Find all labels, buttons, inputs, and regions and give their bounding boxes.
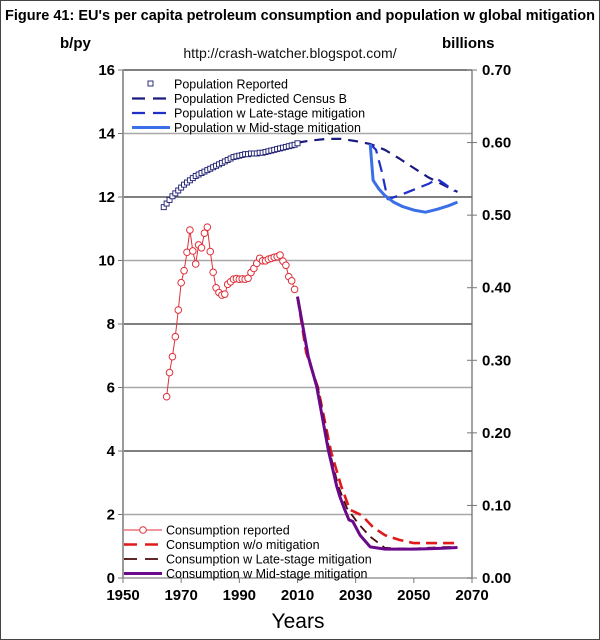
y-tick-label: 8 <box>107 316 115 333</box>
y2-tick-label: 0.30 <box>482 352 511 369</box>
series-line <box>368 143 459 214</box>
data-point <box>168 352 177 361</box>
y-axis-left-label: b/py <box>60 35 91 52</box>
legend-item: Population w Late-stage mitigation <box>132 107 365 121</box>
data-point <box>191 260 200 268</box>
legend-item: Population Predicted Census B <box>132 92 347 106</box>
series-consumption-w-mid-stage-mitigation <box>296 296 458 551</box>
legend-label: Population Predicted Census B <box>174 92 347 106</box>
data-point <box>276 251 284 259</box>
x-tick-label: 2050 <box>397 587 430 604</box>
y2-tick-label: 0.40 <box>482 280 511 297</box>
legend-marker-icon <box>147 80 154 87</box>
legend-item: Population Reported <box>147 78 288 92</box>
chart-title: Figure 41: EU's per capita petroleum con… <box>5 8 595 24</box>
data-point <box>209 268 217 277</box>
y2-tick-label: 0.70 <box>482 62 511 79</box>
y-tick-label: 4 <box>107 443 116 460</box>
data-point <box>180 266 188 275</box>
data-point <box>206 247 215 256</box>
series-line <box>296 296 458 550</box>
x-tick-label: 2070 <box>455 587 488 604</box>
data-point <box>165 368 174 377</box>
y-tick-label: 14 <box>98 126 115 143</box>
series-consumption-w-late-stage-mitigation <box>296 296 458 550</box>
y2-tick-label: 0.60 <box>482 135 511 152</box>
legend-label: Consumption reported <box>166 524 290 538</box>
x-tick-label: 2010 <box>281 587 314 604</box>
y-tick-label: 6 <box>107 380 115 397</box>
data-point <box>177 278 185 287</box>
legend-item: Population w Mid-stage mitigation <box>132 121 361 135</box>
data-point <box>282 261 290 270</box>
series-population-w-late-stage-mitigation <box>369 143 456 201</box>
series-line <box>369 143 456 201</box>
y2-tick-label: 0.00 <box>482 570 511 587</box>
data-point <box>290 285 299 294</box>
legend-item: Consumption w Mid-stage mitigation <box>124 567 368 581</box>
y-tick-label: 12 <box>98 189 115 206</box>
legend-label: Population w Late-stage mitigation <box>174 107 365 121</box>
y2-tick-label: 0.50 <box>482 207 511 224</box>
data-point <box>220 290 229 298</box>
y2-tick-label: 0.10 <box>482 497 511 514</box>
y-axis-right-label: billions <box>442 35 495 52</box>
x-tick-label: 2030 <box>339 587 372 604</box>
series-population-predicted-census-b <box>297 137 458 193</box>
data-point <box>171 332 180 341</box>
x-tick-label: 1990 <box>223 587 256 604</box>
series-consumption-reported <box>162 223 299 401</box>
legend-item: Consumption w/o mitigation <box>124 538 320 552</box>
legend-label: Consumption w Late-stage mitigation <box>166 553 372 567</box>
y-tick-label: 2 <box>107 507 115 524</box>
legend-marker-icon <box>139 526 147 534</box>
series-group <box>160 137 459 551</box>
legend-item: Consumption reported <box>124 524 290 538</box>
series-line <box>296 296 458 551</box>
gridlines <box>123 69 472 516</box>
data-point <box>197 244 206 252</box>
y2-tick-label: 0.20 <box>482 425 511 442</box>
data-point <box>162 392 171 401</box>
legend-label: Consumption w Mid-stage mitigation <box>166 567 368 581</box>
tick-labels: 0 2 4 6 8 10 12 14 16 0.00 0.10 0.20 0.30 0.40 0.50 0.6… <box>98 62 511 604</box>
legend-label: Population Reported <box>174 78 288 92</box>
data-point <box>189 247 197 255</box>
data-point <box>186 226 194 234</box>
axes <box>118 69 477 583</box>
source-url: http://crash-watcher.blogspot.com/ <box>183 45 396 61</box>
series-population-w-mid-stage-mitigation <box>368 143 459 214</box>
data-point <box>203 223 212 231</box>
legend-label: Consumption w/o mitigation <box>166 538 320 552</box>
y-tick-label: 0 <box>107 570 115 587</box>
data-point <box>294 140 301 147</box>
y-tick-label: 10 <box>98 253 115 270</box>
series-population-reported <box>160 140 301 211</box>
series-line <box>297 137 458 193</box>
legend-label: Population w Mid-stage mitigation <box>174 121 361 135</box>
data-point <box>174 306 183 314</box>
x-axis-label: Years <box>272 610 325 633</box>
x-tick-label: 1970 <box>164 587 197 604</box>
x-tick-label: 1950 <box>106 587 139 604</box>
y-tick-label: 16 <box>98 62 115 79</box>
data-point <box>200 229 209 237</box>
legend-item: Consumption w Late-stage mitigation <box>124 553 372 567</box>
data-point <box>287 277 296 285</box>
